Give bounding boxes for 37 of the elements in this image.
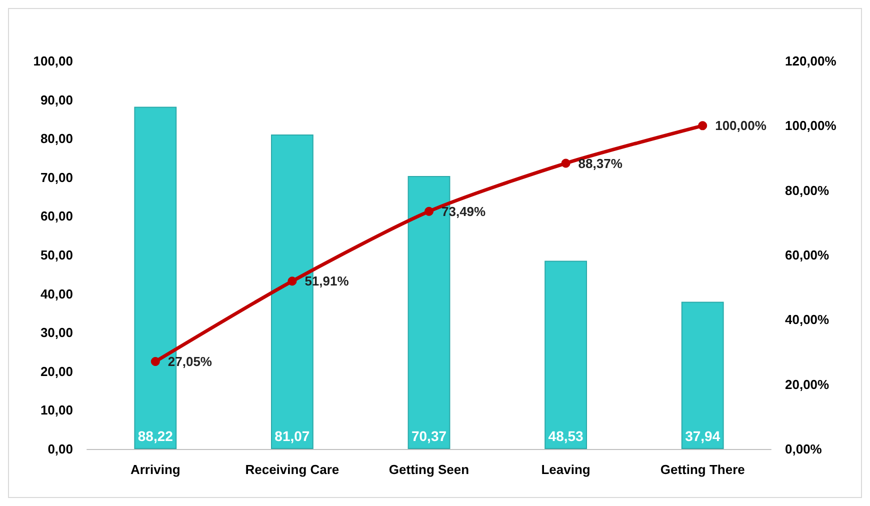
x-tick-label: Arriving bbox=[130, 462, 180, 477]
y2-tick-label: 80,00% bbox=[785, 182, 830, 198]
data-label: 48,53 bbox=[548, 428, 584, 444]
y-tick-label: 70,00 bbox=[40, 170, 73, 185]
y-tick-label: 40,00 bbox=[40, 286, 73, 302]
x-tick-label: Receiving Care bbox=[245, 462, 340, 477]
x-tick-label: Getting Seen bbox=[388, 462, 470, 477]
data-label: 88,22 bbox=[138, 428, 174, 444]
y-tick-label: 0,00 bbox=[48, 442, 73, 456]
x-tick-label: Getting There bbox=[660, 462, 745, 477]
data-label: 37,94 bbox=[685, 428, 720, 444]
y-tick-label: 100,00 bbox=[33, 54, 73, 68]
point bbox=[288, 276, 297, 286]
y2-tick-label: 60,00% bbox=[785, 248, 830, 262]
y-tick-label: 30,00 bbox=[40, 325, 73, 340]
point bbox=[424, 206, 434, 216]
bar bbox=[681, 302, 724, 449]
y2-tick-label: 40,00% bbox=[785, 312, 830, 328]
y-tick-label: 80,00 bbox=[40, 131, 73, 146]
y-tick-label: 10,00 bbox=[40, 402, 73, 418]
y-tick-label: 90,00 bbox=[40, 92, 73, 108]
y-tick-label: 60,00 bbox=[40, 208, 73, 224]
data-label: 81,07 bbox=[274, 428, 310, 444]
data-label: 70,37 bbox=[411, 428, 447, 444]
point bbox=[150, 357, 160, 366]
point bbox=[561, 158, 570, 168]
bar bbox=[544, 260, 588, 449]
x-tick-label: Leaving bbox=[541, 462, 590, 477]
data-label: 88,37% bbox=[578, 156, 623, 171]
point bbox=[698, 121, 708, 130]
y-tick-label: 20,00 bbox=[40, 364, 73, 379]
y2-tick-label: 20,00% bbox=[785, 376, 830, 392]
y2-tick-label: 100,00% bbox=[785, 118, 837, 134]
y2-tick-label: 0,00% bbox=[785, 442, 822, 456]
y2-tick-label: 120,00% bbox=[785, 54, 837, 68]
y-tick-label: 50,00 bbox=[40, 248, 73, 262]
data-label: 100,00% bbox=[715, 118, 767, 134]
